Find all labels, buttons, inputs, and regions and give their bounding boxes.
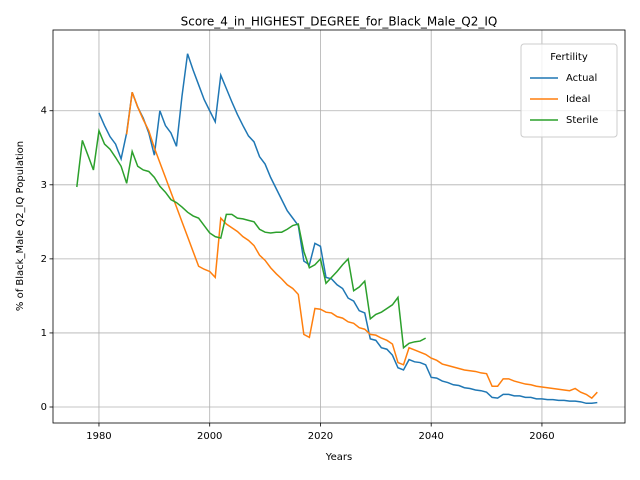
y-tick-label: 2: [41, 254, 47, 265]
chart-title: Score_4_in_HIGHEST_DEGREE_for_Black_Male…: [181, 15, 498, 29]
x-tick-label: 1980: [86, 431, 111, 442]
x-tick-label: 2060: [529, 431, 554, 442]
y-tick-label: 1: [41, 328, 47, 339]
y-axis-label: % of Black_Male Q2_IQ Population: [15, 141, 26, 311]
x-tick-label: 2020: [308, 431, 333, 442]
x-tick-label: 2040: [418, 431, 443, 442]
data-line: [125, 91, 598, 400]
legend-label: Sterile: [566, 115, 598, 126]
legend-label: Actual: [566, 73, 597, 84]
legend-title: Fertility: [550, 52, 588, 63]
x-tick-label: 2000: [197, 431, 222, 442]
plot-frame: [52, 29, 626, 424]
data-line: [76, 127, 427, 350]
y-tick-label: 3: [41, 180, 47, 191]
y-tick-label: 4: [41, 106, 47, 117]
legend-box: [520, 43, 618, 138]
legend-label: Ideal: [566, 94, 590, 105]
data-line: [98, 53, 598, 405]
x-axis-label: Years: [325, 452, 352, 463]
y-tick-label: 0: [41, 402, 47, 413]
